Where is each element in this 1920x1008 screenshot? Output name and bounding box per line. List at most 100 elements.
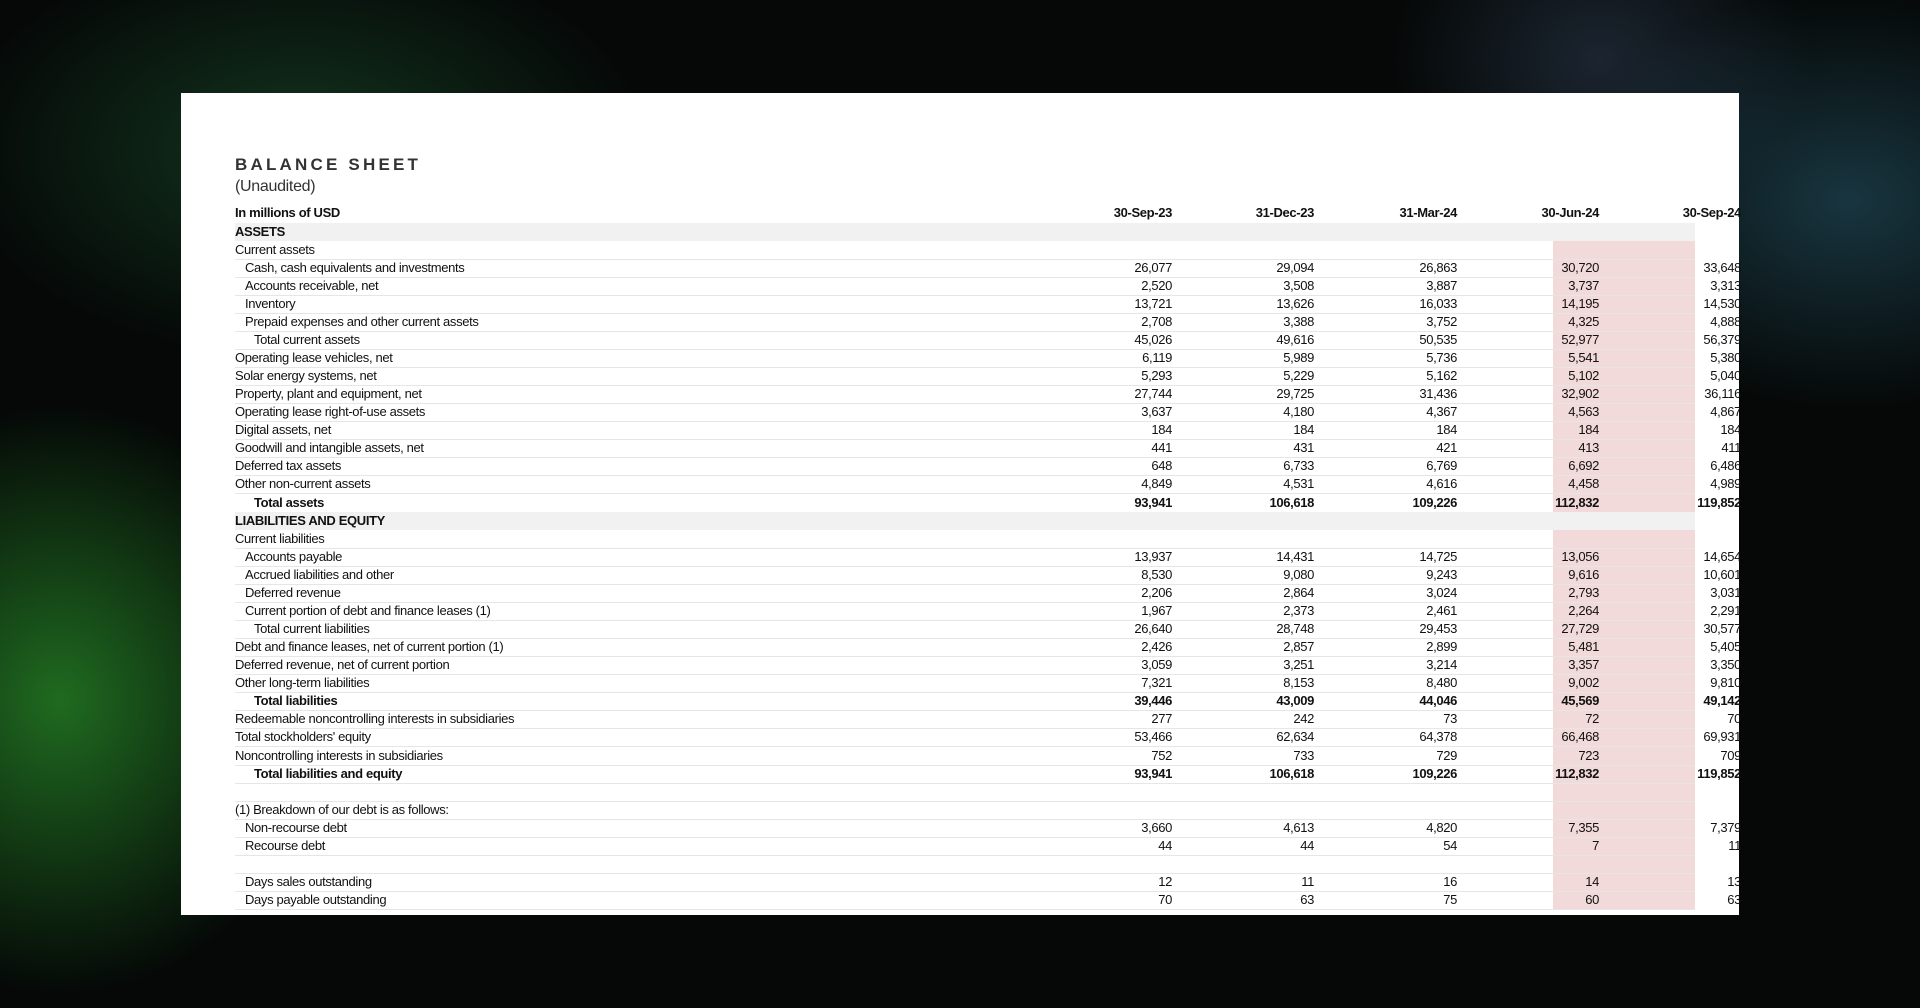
cell-value: 3,251 (1283, 657, 1314, 673)
cell-value: 93,941 (1134, 494, 1172, 510)
row-label: Total liabilities and equity (254, 765, 403, 781)
cell-value: 2,426 (1141, 639, 1172, 655)
cell-value: 4,849 (1141, 476, 1172, 492)
cell-value: 45,026 (1134, 331, 1172, 347)
highlight-column-liabilities (1553, 529, 1695, 910)
cell-value: 184 (1151, 422, 1172, 438)
cell-value: 3,214 (1426, 657, 1457, 673)
cell-value: 5,040 (1710, 368, 1741, 384)
cell-value: 30,720 (1561, 259, 1599, 275)
table-row: Total liabilities and equity 93,941 106,61… (235, 765, 1741, 784)
cell-value: 14,654 (1703, 548, 1741, 564)
cell-value: 26,077 (1134, 259, 1172, 275)
cell-value: 242 (1293, 711, 1314, 727)
cell-value: 4,367 (1426, 404, 1457, 420)
cell-value: 9,080 (1283, 566, 1314, 582)
cell-value: 3,887 (1426, 277, 1457, 293)
row-label: Current assets (235, 241, 315, 257)
cell-value: 73 (1443, 711, 1457, 727)
row-label: Other long-term liabilities (235, 675, 370, 691)
cell-value: 9,616 (1568, 566, 1599, 582)
cell-value: 5,989 (1283, 349, 1314, 365)
cell-value: 119,852 (1697, 765, 1741, 781)
table-row: Current liabilities (235, 530, 1695, 549)
row-label: Property, plant and equipment, net (235, 386, 422, 402)
column-header: 31-Mar-24 (1399, 205, 1457, 221)
balance-sheet-document: BALANCE SHEET (Unaudited) In millions of… (181, 93, 1741, 915)
cell-value: 16,033 (1419, 295, 1457, 311)
table-row: (1) Breakdown of our debt is as follows: (235, 801, 1695, 820)
cell-value: 3,357 (1568, 657, 1599, 673)
cell-value: 7 (1592, 837, 1599, 853)
blank-row (235, 855, 1695, 874)
cell-value: 5,736 (1426, 349, 1457, 365)
cell-value: 413 (1578, 440, 1599, 456)
cell-value: 431 (1293, 440, 1314, 456)
cell-value: 2,899 (1426, 639, 1457, 655)
cell-value: 729 (1436, 747, 1457, 763)
row-label: Accounts payable (245, 548, 343, 564)
row-label: Accrued liabilities and other (245, 566, 394, 582)
cell-value: 63 (1727, 892, 1741, 908)
cell-value: 26,640 (1134, 621, 1172, 637)
cell-value: 4,458 (1568, 476, 1599, 492)
cell-value: 4,820 (1426, 819, 1457, 835)
cell-value: 2,520 (1141, 277, 1172, 293)
cell-value: 2,264 (1568, 602, 1599, 618)
row-label: Current portion of debt and finance leas… (245, 602, 491, 618)
cell-value: 63 (1300, 892, 1314, 908)
row-label: ASSETS (235, 223, 285, 239)
row-label: Deferred revenue, net of current portion (235, 657, 450, 673)
row-label: Noncontrolling interests in subsidiaries (235, 747, 443, 763)
cell-value: 52,977 (1561, 331, 1599, 347)
blank-row (235, 783, 1695, 802)
table-row: Total current assets 45,026 49,616 50,535 52… (235, 331, 1741, 350)
cell-value: 1,967 (1141, 602, 1172, 618)
table-row: Total stockholders' equity 53,466 62,634 64… (235, 728, 1741, 748)
cell-value: 13,626 (1276, 295, 1314, 311)
cell-value: 50,535 (1419, 331, 1457, 347)
cell-value: 7,321 (1141, 675, 1172, 691)
cell-value: 4,888 (1710, 313, 1741, 329)
cell-value: 3,313 (1710, 277, 1741, 293)
cell-value: 66,468 (1561, 729, 1599, 745)
cell-value: 30,577 (1703, 621, 1741, 637)
row-label: Other non-current assets (235, 476, 371, 492)
row-label: Digital assets, net (235, 422, 331, 438)
section-header-row: LIABILITIES AND EQUITY (235, 511, 1695, 530)
row-label: Total liabilities (254, 693, 338, 709)
cell-value: 29,094 (1276, 259, 1314, 275)
cell-value: 36,116 (1704, 386, 1741, 402)
table-row: Recourse debt 44 44 54 7 11 (235, 837, 1741, 856)
cell-value: 5,405 (1710, 639, 1741, 655)
cell-value: 72 (1585, 711, 1599, 727)
cell-value: 2,708 (1141, 313, 1172, 329)
cell-value: 6,733 (1283, 458, 1314, 474)
cell-value: 4,613 (1283, 819, 1314, 835)
cell-value: 3,737 (1568, 277, 1599, 293)
column-header: 30-Jun-24 (1541, 205, 1599, 221)
cell-value: 5,481 (1568, 639, 1599, 655)
cell-value: 6,692 (1568, 458, 1599, 474)
cell-value: 70 (1158, 892, 1172, 908)
cell-value: 3,388 (1283, 313, 1314, 329)
cell-value: 4,325 (1568, 313, 1599, 329)
cell-value: 13 (1727, 874, 1741, 890)
table-header-row: In millions of USD 30-Sep-23 31-Dec-23 31-M… (235, 204, 1741, 222)
cell-value: 112,832 (1555, 765, 1599, 781)
cell-value: 709 (1720, 747, 1741, 763)
column-header: 30-Sep-24 (1682, 205, 1742, 221)
cell-value: 184 (1293, 422, 1314, 438)
cell-value: 4,867 (1710, 404, 1741, 420)
cell-value: 3,637 (1141, 404, 1172, 420)
cell-value: 56,379 (1703, 331, 1741, 347)
table-row: Other non-current assets 4,849 4,531 4,616 4… (235, 475, 1741, 495)
table-row: Debt and finance leases, net of current … (235, 638, 1741, 658)
cell-value: 3,024 (1426, 584, 1457, 600)
cell-value: 4,531 (1283, 476, 1314, 492)
cell-value: 62,634 (1276, 729, 1314, 745)
cell-value: 44,046 (1419, 693, 1457, 709)
table-row: Current portion of debt and finance leas… (235, 602, 1741, 621)
cell-value: 43,009 (1276, 693, 1314, 709)
cell-value: 2,793 (1568, 584, 1599, 600)
